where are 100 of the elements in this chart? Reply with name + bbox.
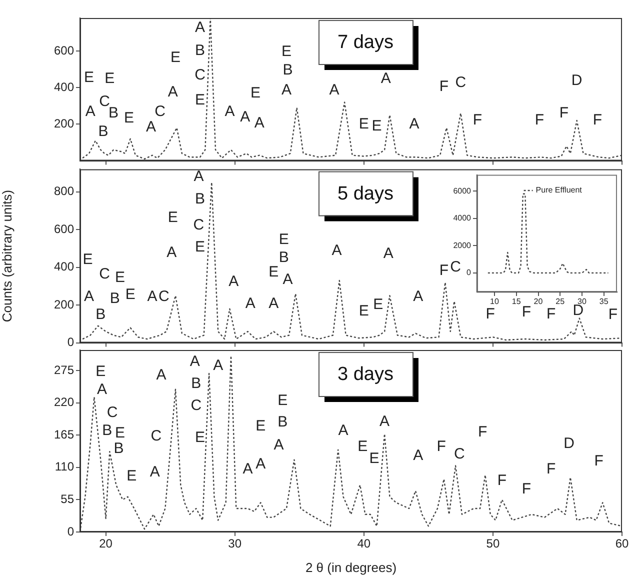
annotation: F bbox=[436, 438, 446, 456]
line-series bbox=[82, 182, 622, 341]
annotation: A bbox=[383, 245, 394, 262]
annotation: F bbox=[608, 306, 618, 324]
annotation: B bbox=[195, 42, 206, 60]
line-series bbox=[487, 193, 609, 274]
y-tick-label: 220 bbox=[54, 395, 74, 410]
annotation: A bbox=[256, 456, 266, 473]
annotation: C bbox=[99, 93, 110, 110]
annotation: E bbox=[114, 424, 126, 442]
annotation: E bbox=[84, 69, 94, 86]
annotation: B bbox=[96, 306, 106, 324]
legend-label: Pure Effluent bbox=[536, 186, 583, 195]
annotation: D bbox=[564, 435, 575, 452]
x-tick-label: 25 bbox=[556, 297, 566, 306]
annotation: C bbox=[190, 396, 202, 414]
y-tick-label: 165 bbox=[54, 427, 74, 442]
y-tick-label: 600 bbox=[54, 43, 74, 58]
annotation: E bbox=[369, 450, 380, 467]
annotation: A bbox=[380, 70, 391, 88]
y-tick-label: 600 bbox=[54, 222, 74, 236]
annotation: A bbox=[332, 242, 342, 260]
annotation: F bbox=[497, 472, 507, 490]
annotation: A bbox=[282, 270, 293, 288]
annotation: C bbox=[150, 427, 162, 444]
annotation: A bbox=[380, 412, 390, 430]
text: 5 days bbox=[337, 183, 394, 204]
y-tick-label: 275 bbox=[54, 362, 74, 377]
annotation: C bbox=[454, 446, 465, 463]
annotation: A bbox=[224, 102, 235, 120]
annotation: E bbox=[170, 48, 181, 66]
annotation: B bbox=[195, 190, 206, 208]
annotation: A bbox=[194, 168, 204, 185]
annotation: C bbox=[154, 102, 166, 120]
annotation: E bbox=[168, 208, 178, 226]
annotation: A bbox=[84, 288, 94, 306]
y-tick-label: 400 bbox=[54, 80, 74, 94]
annotation: A bbox=[413, 446, 424, 464]
x-tick-label: 15 bbox=[512, 297, 522, 306]
y-tick-label: 0 bbox=[67, 524, 74, 538]
annotation: A bbox=[409, 115, 420, 132]
annotation: A bbox=[213, 356, 224, 374]
annotation: A bbox=[338, 422, 348, 440]
annotation: F bbox=[592, 111, 602, 128]
x-tick-label: 20 bbox=[534, 297, 544, 306]
x-tick-label: 30 bbox=[228, 536, 242, 551]
y-tick-label: 4000 bbox=[453, 214, 472, 223]
y-tick-label: 2000 bbox=[453, 240, 472, 250]
y-axis-title: Counts (arbitrary units) bbox=[0, 190, 14, 322]
annotation: E bbox=[126, 467, 137, 484]
annotation: E bbox=[358, 115, 369, 132]
x-tick-label: 10 bbox=[490, 297, 500, 306]
annotation: B bbox=[114, 440, 124, 457]
annotation: A bbox=[96, 381, 107, 398]
annotation: F bbox=[439, 262, 448, 280]
annotation: A bbox=[242, 460, 253, 478]
annotation: E bbox=[195, 238, 206, 256]
annotation: A bbox=[195, 19, 206, 36]
annotation: B bbox=[98, 123, 108, 140]
text: 7 days bbox=[337, 32, 394, 54]
annotation: B bbox=[102, 422, 112, 440]
annotation: A bbox=[274, 436, 284, 454]
x-tick-label: 35 bbox=[599, 297, 609, 306]
annotation: F bbox=[522, 304, 532, 321]
annotation: E bbox=[195, 91, 206, 108]
x-tick-label: 60 bbox=[615, 536, 629, 551]
x-tick-label: 40 bbox=[357, 536, 371, 551]
annotation: F bbox=[534, 111, 544, 128]
annotation: A bbox=[281, 82, 292, 99]
annotation: E bbox=[358, 438, 368, 456]
annotation: B bbox=[110, 290, 120, 307]
annotation: B bbox=[278, 413, 288, 430]
annotation: E bbox=[125, 286, 136, 304]
annotation: F bbox=[478, 423, 488, 440]
annotation: A bbox=[150, 463, 160, 480]
annotation: C bbox=[158, 288, 170, 306]
annotation: E bbox=[250, 84, 261, 102]
y-tick-label: 400 bbox=[54, 260, 74, 274]
annotation: E bbox=[256, 417, 266, 434]
annotation: E bbox=[281, 43, 292, 60]
annotation: A bbox=[245, 294, 256, 312]
y-tick-label: 110 bbox=[54, 460, 74, 474]
annotation: E bbox=[372, 117, 382, 134]
y-tick-label: 6000 bbox=[453, 186, 472, 196]
annotation: E bbox=[373, 296, 384, 313]
annotation: F bbox=[559, 104, 569, 122]
annotation: F bbox=[546, 306, 556, 323]
x-axis-title: 2 θ (in degrees) bbox=[305, 560, 397, 575]
annotation: A bbox=[156, 366, 166, 384]
annotation: C bbox=[455, 74, 466, 91]
annotation: E bbox=[96, 362, 106, 380]
annotation: A bbox=[329, 82, 340, 99]
annotation: E bbox=[104, 70, 115, 88]
annotation: C bbox=[106, 404, 118, 421]
annotation: F bbox=[546, 460, 556, 478]
annotation: E bbox=[124, 110, 134, 127]
annotation: B bbox=[108, 104, 119, 122]
annotation: E bbox=[278, 392, 288, 410]
y-tick-label: 55 bbox=[60, 492, 74, 506]
annotation: A bbox=[166, 244, 177, 262]
